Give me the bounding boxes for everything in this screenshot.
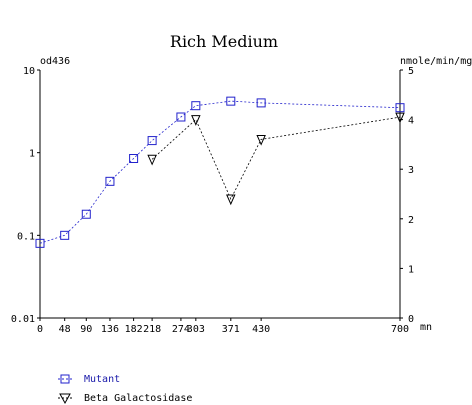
mutant-point bbox=[35, 238, 45, 248]
beta-galactosidase-point bbox=[226, 194, 236, 206]
x-tick-label: 48 bbox=[59, 324, 71, 335]
right-tick-label: 2 bbox=[408, 215, 414, 226]
beta-galactosidase-point bbox=[256, 134, 266, 146]
mutant-point bbox=[105, 176, 115, 186]
right-axis-unit: nmole/min/mg bbox=[400, 56, 472, 67]
x-tick-label: 371 bbox=[222, 324, 240, 335]
x-tick-label: 303 bbox=[187, 324, 205, 335]
left-tick-label: 10 bbox=[23, 66, 35, 77]
series-line-1 bbox=[151, 116, 401, 200]
x-tick-label: 700 bbox=[391, 324, 409, 335]
x-tick-label: 182 bbox=[125, 324, 143, 335]
beta-galactosidase-point bbox=[147, 154, 157, 166]
x-tick-label: 430 bbox=[252, 324, 270, 335]
series-line-0 bbox=[39, 100, 401, 244]
series-layer bbox=[35, 96, 405, 248]
right-tick-label: 4 bbox=[408, 116, 414, 127]
x-axis-unit: mn bbox=[420, 322, 432, 333]
mutant-point bbox=[176, 112, 186, 122]
legend-beta-triangle-icon bbox=[59, 393, 71, 405]
mutant-point bbox=[60, 230, 70, 240]
legend-item-mutant: Mutant bbox=[58, 374, 120, 385]
left-tick-label: 0.01 bbox=[11, 314, 35, 325]
left-tick-label: 0.1 bbox=[17, 231, 35, 242]
x-tick-label: 218 bbox=[143, 324, 161, 335]
legend-mutant-label: Mutant bbox=[84, 374, 120, 385]
beta-galactosidase-point bbox=[191, 115, 201, 126]
x-tick-label: 0 bbox=[37, 324, 43, 335]
mutant-point bbox=[147, 136, 157, 146]
legend-mutant-square-icon bbox=[60, 374, 70, 384]
left-axis-unit: od436 bbox=[40, 56, 70, 67]
left-axis-ticks: 0.01 0.1 1 10 bbox=[11, 66, 40, 325]
left-tick-label: 1 bbox=[29, 149, 35, 160]
right-tick-label: 1 bbox=[408, 264, 414, 275]
mutant-point bbox=[129, 154, 139, 164]
mutant-point bbox=[256, 98, 266, 108]
right-axis-ticks: 0 1 2 3 4 5 bbox=[400, 66, 414, 325]
beta-galactosidase-point bbox=[395, 112, 405, 124]
mutant-point bbox=[226, 96, 236, 106]
x-tick-label: 90 bbox=[80, 324, 92, 335]
mutant-point bbox=[81, 209, 91, 219]
x-tick-label: 136 bbox=[101, 324, 119, 335]
legend-beta-label: Beta Galactosidase bbox=[84, 393, 192, 404]
right-tick-label: 5 bbox=[408, 66, 414, 77]
mutant-point bbox=[395, 103, 405, 113]
x-tick-label: 274 bbox=[172, 324, 190, 335]
chart-title: Rich Medium bbox=[170, 32, 278, 51]
axes bbox=[39, 70, 401, 319]
right-tick-label: 0 bbox=[408, 314, 414, 325]
legend-item-beta-galactosidase: Beta Galactosidase bbox=[58, 393, 192, 405]
mutant-point bbox=[191, 101, 201, 111]
legend: Mutant Beta Galactosidase bbox=[58, 374, 192, 405]
right-tick-label: 3 bbox=[408, 165, 414, 176]
